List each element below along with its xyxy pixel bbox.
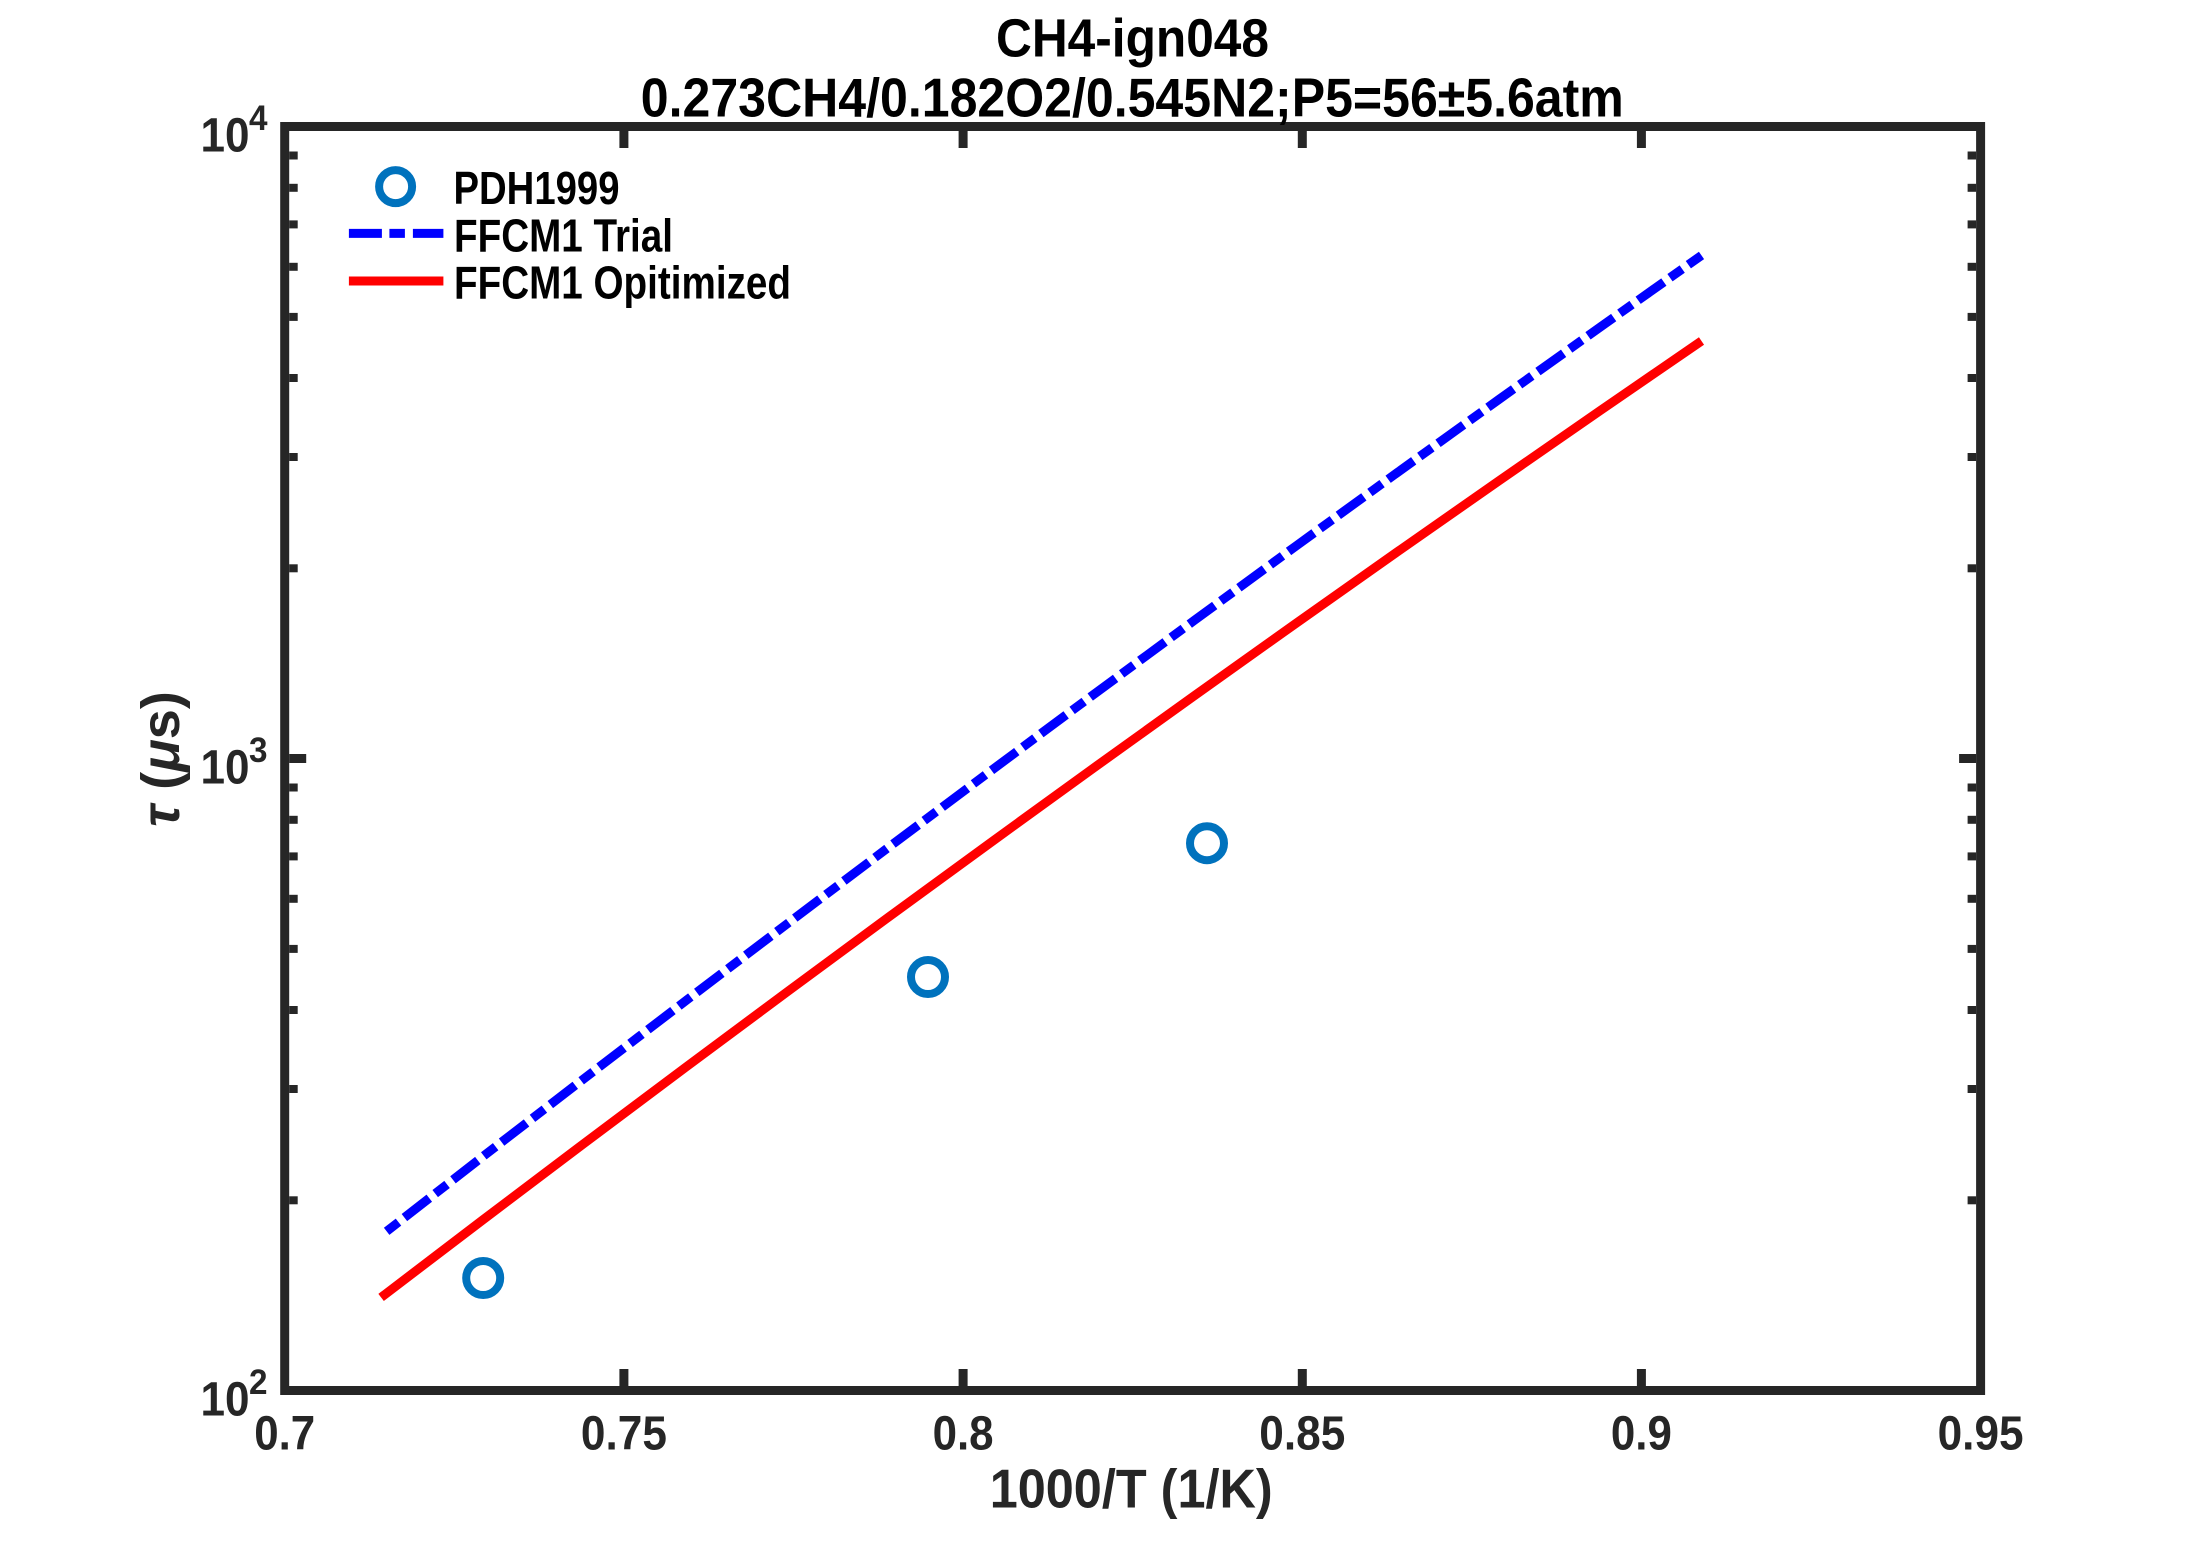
svg-text:CH4-ign048: CH4-ign048 [996, 9, 1269, 69]
svg-text:4: 4 [249, 99, 268, 138]
svg-text:FFCM1 Opitimized: FFCM1 Opitimized [454, 257, 791, 309]
svg-text:0.9: 0.9 [1611, 1407, 1672, 1460]
svg-text:1000/T (1/K): 1000/T (1/K) [990, 1458, 1273, 1520]
svg-text:τ (μs): τ (μs) [131, 691, 191, 827]
svg-text:FFCM1 Trial: FFCM1 Trial [454, 210, 673, 262]
svg-text:2: 2 [249, 1363, 268, 1402]
svg-text:10: 10 [201, 109, 250, 162]
svg-text:PDH1999: PDH1999 [454, 162, 620, 214]
svg-text:0.7: 0.7 [254, 1407, 315, 1460]
svg-text:0.8: 0.8 [933, 1407, 994, 1460]
svg-text:0.75: 0.75 [581, 1407, 667, 1460]
svg-text:0.273CH4/0.182O2/0.545N2;P5=56: 0.273CH4/0.182O2/0.545N2;P5=56±5.6atm [641, 67, 1624, 129]
svg-text:3: 3 [249, 731, 268, 770]
svg-text:10: 10 [201, 1373, 250, 1426]
svg-text:0.85: 0.85 [1259, 1407, 1345, 1460]
svg-text:0.95: 0.95 [1938, 1407, 2024, 1460]
svg-text:10: 10 [201, 741, 250, 794]
